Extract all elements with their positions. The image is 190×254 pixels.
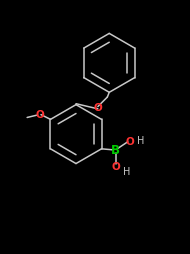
- Text: O: O: [93, 102, 102, 112]
- Text: B: B: [111, 144, 120, 157]
- Text: O: O: [111, 161, 120, 171]
- Text: O: O: [35, 109, 44, 119]
- Text: H: H: [137, 135, 145, 145]
- Text: H: H: [123, 166, 131, 176]
- Text: O: O: [126, 136, 134, 146]
